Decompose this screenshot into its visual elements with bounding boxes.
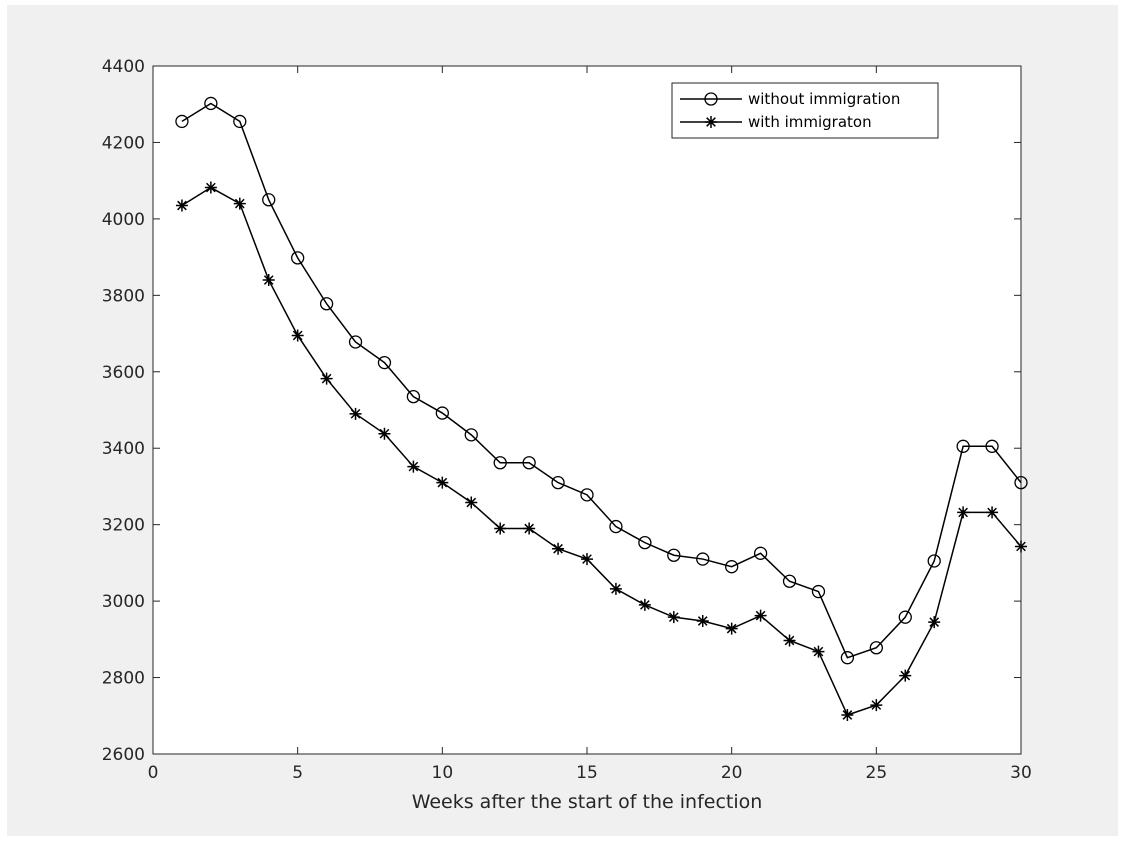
data-point-asterisk bbox=[320, 372, 333, 385]
y-tick-label: 3000 bbox=[102, 592, 145, 612]
y-tick-label: 2600 bbox=[102, 745, 145, 765]
data-point-circle bbox=[638, 535, 652, 550]
data-point-circle bbox=[291, 251, 305, 265]
data-point-circle bbox=[406, 389, 421, 404]
y-tick-label: 3600 bbox=[102, 363, 145, 383]
data-point-asterisk bbox=[1015, 540, 1027, 553]
y-tick-label: 2800 bbox=[102, 669, 145, 689]
data-point-asterisk bbox=[957, 506, 970, 519]
series-2 bbox=[175, 181, 1027, 722]
data-point-asterisk bbox=[291, 329, 304, 342]
data-point-asterisk bbox=[175, 199, 188, 212]
y-tick-label: 4400 bbox=[102, 57, 145, 77]
data-point-circle bbox=[667, 548, 681, 562]
data-point-circle bbox=[493, 456, 507, 470]
legend-label: with immigraton bbox=[748, 113, 872, 131]
y-tick-label: 4200 bbox=[102, 133, 145, 153]
data-point-circle bbox=[869, 641, 883, 655]
x-axis-ticks: 0 5 10 15 20 25 30 bbox=[148, 66, 1032, 783]
data-point-asterisk bbox=[986, 506, 999, 519]
y-tick-label: 3200 bbox=[102, 516, 145, 536]
data-point-circle bbox=[811, 584, 826, 599]
data-point-circle bbox=[551, 475, 565, 490]
data-point-circle bbox=[1014, 475, 1028, 490]
x-tick-label: 5 bbox=[292, 763, 303, 783]
data-point-circle bbox=[725, 560, 739, 574]
data-point-asterisk bbox=[349, 407, 362, 420]
figure-background: 0 5 10 15 20 25 30 2600 2800 3000 3200 3400 3600 380… bbox=[7, 5, 1118, 836]
data-point-circle bbox=[522, 456, 536, 470]
data-point-asterisk bbox=[552, 542, 565, 555]
x-tick-label: 10 bbox=[432, 763, 454, 783]
data-point-asterisk bbox=[609, 582, 622, 595]
legend-marker-asterisk bbox=[705, 116, 717, 128]
y-tick-label: 4000 bbox=[102, 210, 145, 230]
x-tick-label: 0 bbox=[148, 763, 159, 783]
data-point-asterisk bbox=[262, 274, 275, 287]
data-point-circle bbox=[782, 574, 797, 588]
data-point-asterisk bbox=[812, 645, 825, 658]
x-tick-label: 25 bbox=[866, 763, 888, 783]
series-line bbox=[181, 186, 1022, 716]
data-point-asterisk bbox=[233, 197, 246, 210]
series-line bbox=[181, 102, 1022, 659]
data-point-asterisk bbox=[725, 622, 738, 635]
data-point-circle bbox=[233, 114, 247, 129]
legend-marker-circle bbox=[704, 92, 718, 106]
data-point-asterisk bbox=[465, 496, 478, 509]
data-point-circle bbox=[696, 552, 710, 566]
plot-area bbox=[152, 65, 1022, 755]
data-point-circle bbox=[580, 488, 594, 502]
x-tick-label: 15 bbox=[576, 763, 598, 783]
data-point-circle bbox=[319, 297, 334, 311]
data-point-asterisk bbox=[204, 181, 217, 194]
data-point-asterisk bbox=[667, 611, 680, 624]
data-point-circle bbox=[262, 193, 276, 207]
data-point-asterisk bbox=[870, 699, 883, 712]
data-point-circle bbox=[377, 355, 392, 370]
data-point-circle bbox=[204, 96, 218, 111]
data-point-asterisk bbox=[407, 460, 420, 473]
data-point-asterisk bbox=[436, 476, 449, 489]
x-axis-label: Weeks after the start of the infection bbox=[412, 791, 763, 813]
data-point-circle bbox=[435, 406, 449, 420]
data-point-circle bbox=[175, 114, 189, 129]
legend-box bbox=[671, 82, 939, 139]
data-point-asterisk bbox=[581, 553, 593, 566]
data-point-circle bbox=[927, 554, 941, 568]
data-point-circle bbox=[464, 428, 478, 442]
x-tick-label: 20 bbox=[721, 763, 743, 783]
data-point-circle bbox=[985, 439, 999, 453]
data-point-asterisk bbox=[841, 709, 854, 722]
data-point-asterisk bbox=[783, 634, 796, 647]
data-point-circle bbox=[609, 519, 623, 534]
data-point-asterisk bbox=[523, 522, 536, 535]
legend-label: without immigration bbox=[748, 90, 900, 108]
data-point-asterisk bbox=[638, 598, 651, 611]
data-point-circle bbox=[898, 610, 912, 624]
x-tick-label: 30 bbox=[1010, 763, 1032, 783]
data-point-asterisk bbox=[899, 669, 912, 682]
series-layer bbox=[175, 96, 1028, 722]
legend: without immigration with immigraton bbox=[671, 82, 939, 139]
data-point-asterisk bbox=[378, 427, 391, 440]
data-point-asterisk bbox=[696, 614, 709, 627]
data-point-asterisk bbox=[494, 522, 507, 535]
data-point-asterisk bbox=[928, 616, 941, 629]
data-point-circle bbox=[840, 651, 855, 665]
series-1 bbox=[175, 96, 1028, 665]
data-point-circle bbox=[753, 546, 768, 560]
line-chart: 0 5 10 15 20 25 30 2600 2800 3000 3200 3400 3600 380… bbox=[102, 57, 1032, 813]
data-point-circle bbox=[348, 335, 363, 349]
data-point-circle bbox=[956, 439, 970, 453]
y-tick-label: 3400 bbox=[102, 439, 145, 459]
y-tick-label: 3800 bbox=[102, 286, 145, 306]
y-axis-ticks: 2600 2800 3000 3200 3400 3600 3800 4000 4200 4400 bbox=[102, 57, 1021, 765]
data-point-asterisk bbox=[754, 609, 767, 622]
